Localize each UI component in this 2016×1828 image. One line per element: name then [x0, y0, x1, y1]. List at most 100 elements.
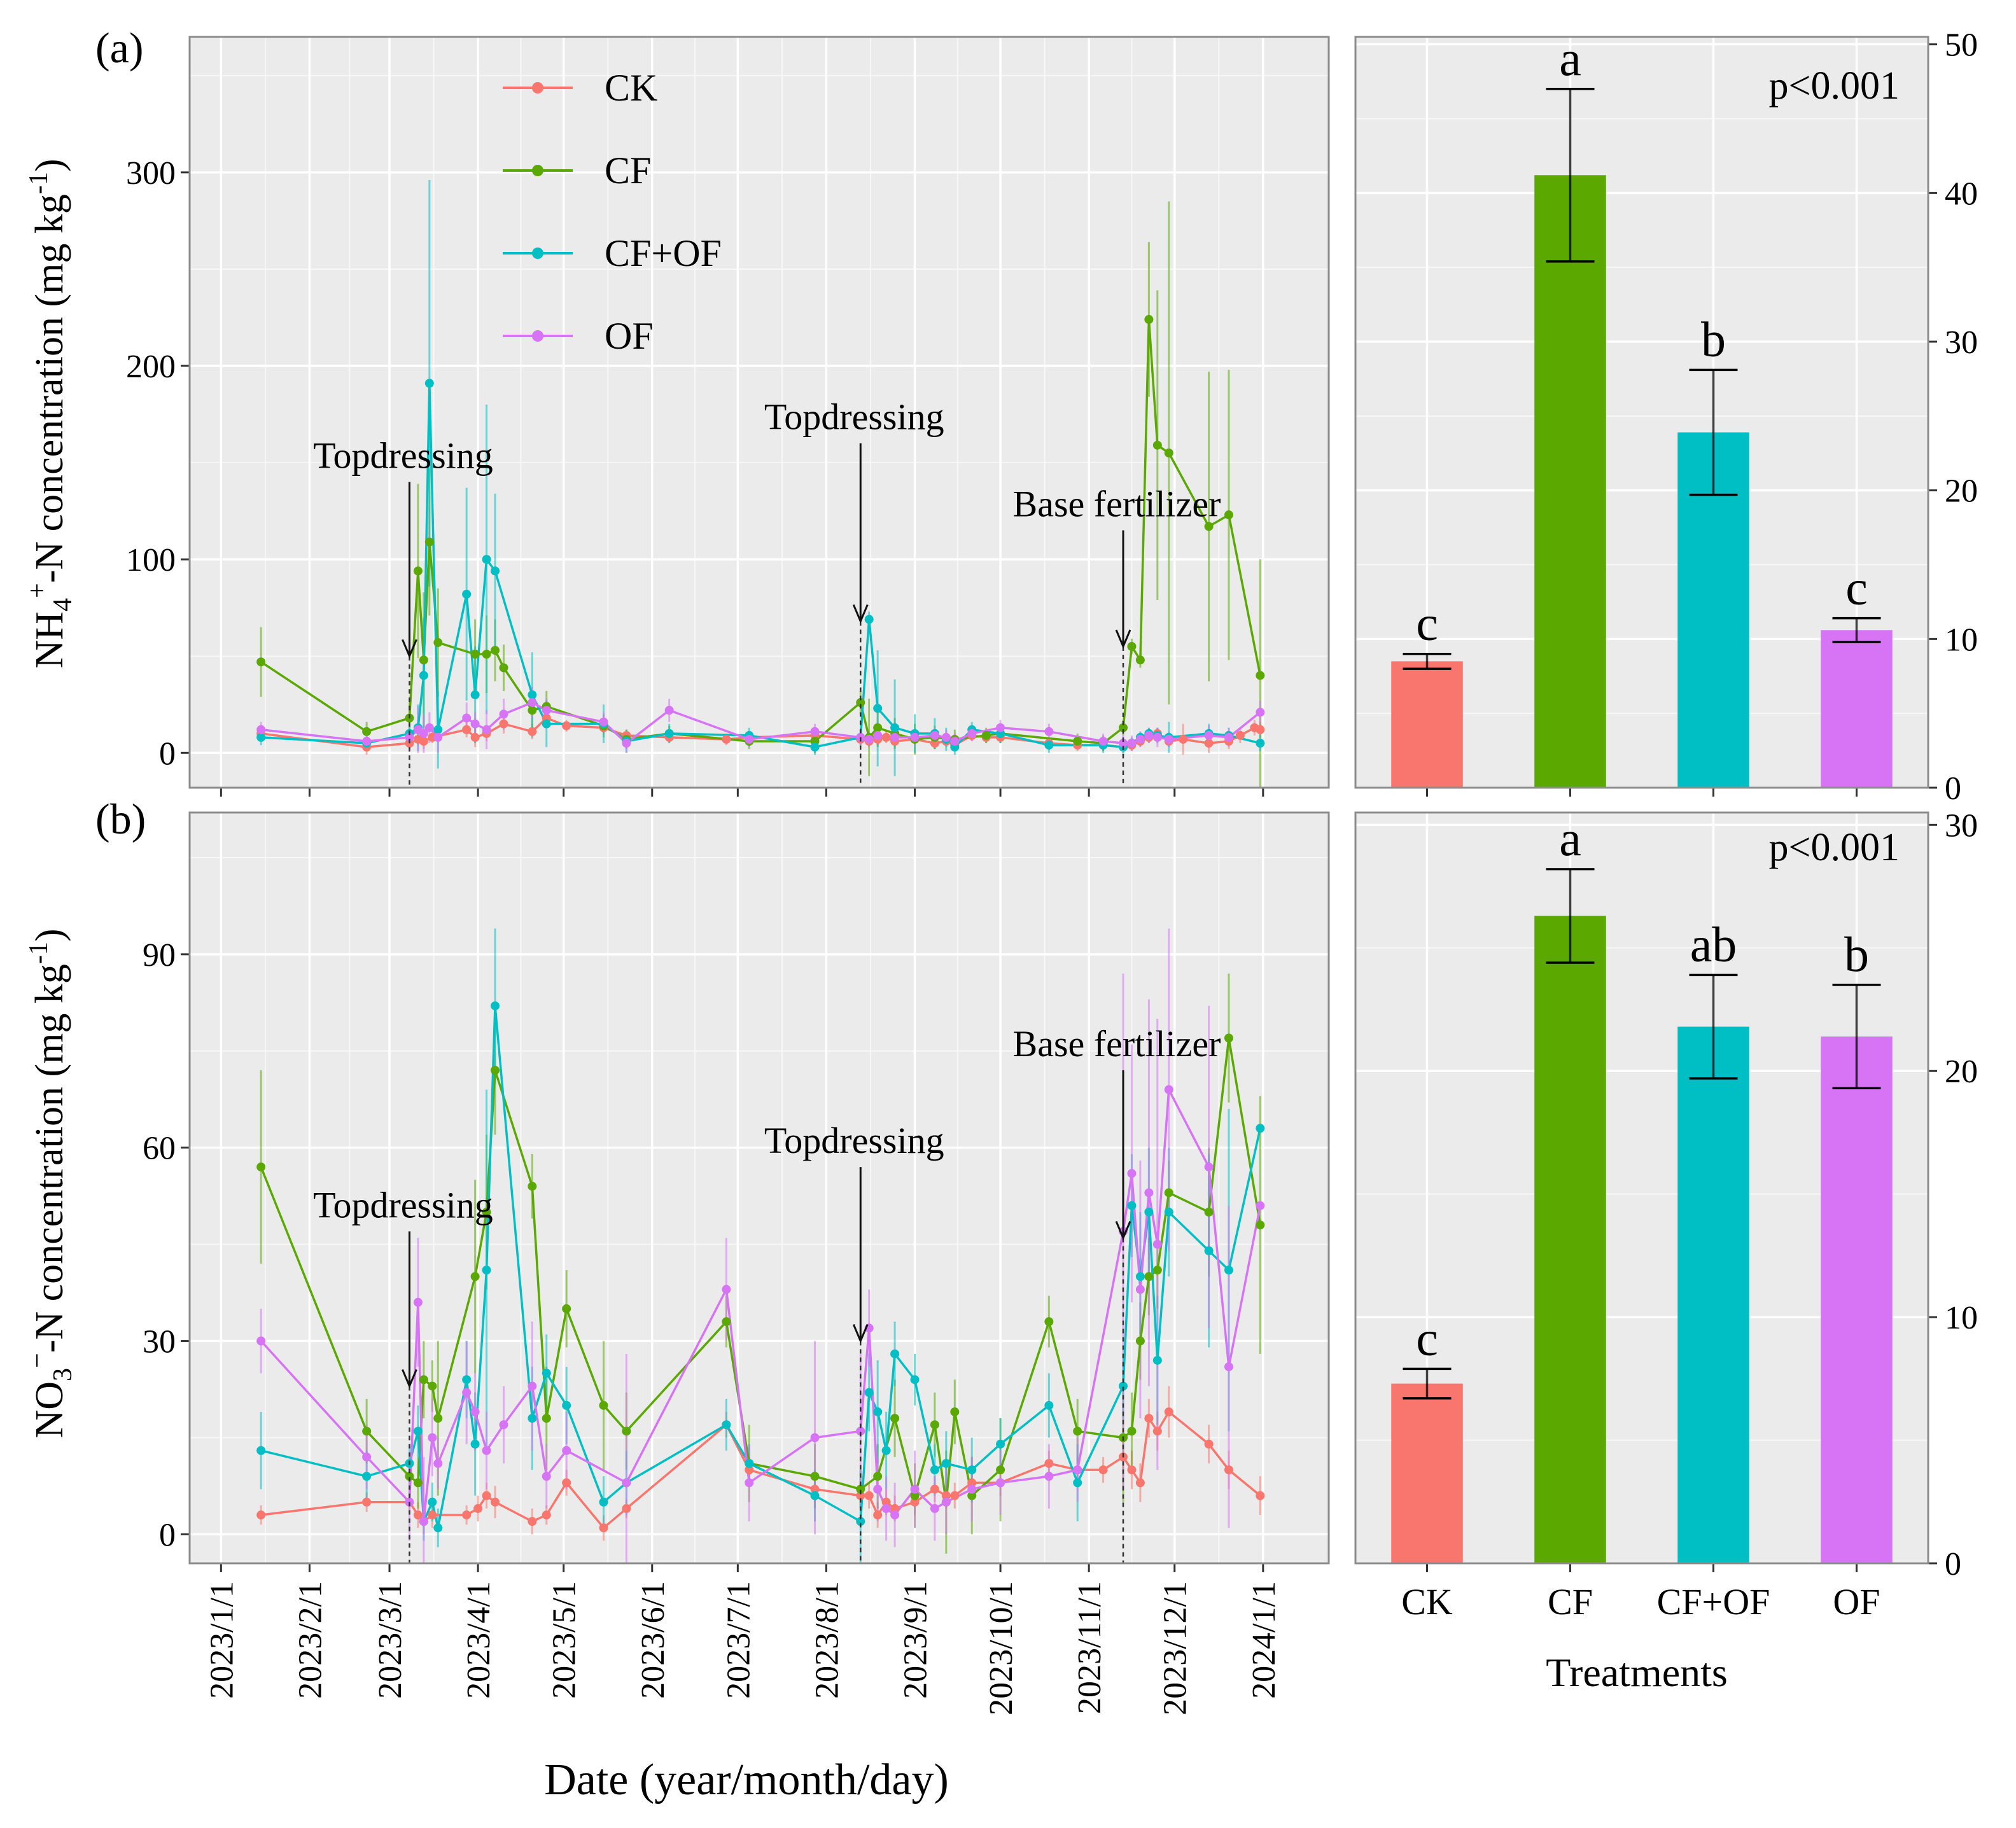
point-ck: [413, 1511, 423, 1520]
bar-ck: [1391, 661, 1463, 788]
point-cf-plus-of: [419, 671, 428, 680]
point-of: [1224, 1362, 1233, 1372]
point-cf: [413, 566, 423, 576]
point-cf-plus-of: [482, 1266, 491, 1275]
point-cf: [856, 1484, 865, 1494]
point-cf: [810, 1472, 820, 1481]
point-of: [256, 725, 266, 734]
point-cf: [405, 1472, 414, 1481]
point-cf: [1164, 448, 1173, 457]
point-cf: [890, 1414, 900, 1423]
point-cf: [542, 1414, 551, 1423]
point-cf: [562, 1304, 571, 1313]
point-of: [256, 1336, 266, 1346]
point-cf-plus-of: [1135, 1272, 1145, 1281]
point-of: [1073, 1465, 1082, 1475]
panel-a-bar-chart: 0 10 20 30 40 50 c a b c p<0.001: [1354, 27, 1978, 807]
point-cf-plus-of: [1256, 1124, 1265, 1133]
legend-label-cf-plus-of: CF+OF: [605, 232, 722, 274]
point-of: [1044, 727, 1054, 736]
point-of: [562, 1446, 571, 1455]
point-cf-plus-of: [1118, 1381, 1128, 1391]
point-cf: [528, 1182, 537, 1191]
point-cf-plus-of: [996, 1439, 1005, 1449]
point-cf: [528, 706, 537, 715]
point-of: [599, 717, 608, 727]
point-ck: [941, 1491, 951, 1500]
point-of: [433, 732, 443, 742]
panel-border: [188, 811, 1330, 1565]
panel-b-bar-chart: 0 10 20 30 c a ab b CK CF CF+OF OF p<0.001 Treatmen…: [1354, 807, 1978, 1695]
point-cf: [856, 698, 865, 708]
point-ck: [528, 727, 537, 736]
point-ck: [1235, 730, 1245, 740]
point-of: [528, 1381, 537, 1391]
panel-a-line-chart: 0 100 200 300 Topdressing Topdressing Base fer…: [23, 24, 1330, 797]
point-cf: [1224, 510, 1233, 520]
legend-label-ck: CK: [605, 67, 657, 109]
series-line-cf: [260, 1038, 1262, 1503]
panel-b-line-chart: 2023/1/1 2023/2/1 2023/3/1 2023/4/1 2023/5/1…: [23, 795, 1330, 1804]
y-tick-label: 60: [143, 1131, 176, 1167]
point-cf: [470, 650, 480, 659]
point-ck: [745, 1465, 754, 1475]
legend-label-of: OF: [605, 315, 654, 357]
point-ck: [810, 1484, 820, 1494]
point-cf-plus-of: [462, 1375, 472, 1385]
point-of: [1152, 732, 1162, 742]
annotation-label: Base fertilizer: [1013, 484, 1221, 525]
point-ck: [1256, 1491, 1265, 1500]
point-cf: [950, 1407, 960, 1416]
point-cf: [1256, 671, 1265, 680]
point-ck: [722, 734, 731, 744]
point-of: [950, 737, 960, 746]
point-of: [1204, 1162, 1214, 1172]
point-of: [930, 1504, 939, 1513]
y-tick-label: 0: [159, 736, 176, 772]
point-ck: [1256, 725, 1265, 734]
point-of: [482, 1446, 491, 1455]
point-cf-plus-of: [482, 555, 491, 564]
x-tick-label: 2023/5/1: [547, 1581, 583, 1699]
point-cf: [491, 646, 500, 655]
point-ck: [910, 1497, 920, 1507]
point-cf-plus-of: [1144, 1207, 1154, 1217]
point-ck: [1204, 739, 1214, 748]
point-cf-plus-of: [542, 719, 551, 729]
point-cf-plus-of: [1256, 739, 1265, 748]
y-tick-label: 30: [1945, 807, 1978, 844]
annotation-arrow-head: [1115, 629, 1131, 649]
x-tick-label: 2023/10/1: [983, 1581, 1019, 1715]
point-ck: [473, 1504, 483, 1513]
panel-b-p-value: p<0.001: [1769, 826, 1900, 869]
point-ck: [528, 1517, 537, 1526]
point-of: [967, 729, 977, 738]
point-cf: [996, 1465, 1005, 1475]
annotation-arrow-head: [852, 1323, 869, 1344]
point-cf: [256, 657, 266, 667]
point-ck: [881, 732, 891, 742]
point-ck: [428, 1511, 437, 1520]
point-of: [810, 1433, 820, 1442]
point-ck: [890, 1504, 900, 1513]
point-of: [622, 1478, 631, 1488]
x-tick-label: 2023/2/1: [292, 1581, 328, 1699]
category-label-cf-plus-of: CF+OF: [1657, 1581, 1770, 1622]
point-cf: [1144, 1272, 1154, 1281]
point-of: [1164, 734, 1173, 744]
y-tick-label: 40: [1945, 176, 1978, 212]
point-of: [1204, 730, 1214, 740]
point-cf-plus-of: [413, 1427, 423, 1436]
point-cf-plus-of: [470, 690, 480, 700]
point-cf: [424, 537, 434, 547]
point-ck: [856, 1491, 865, 1500]
y-tick-label: 90: [143, 937, 176, 973]
point-ck: [562, 721, 571, 730]
point-cf-plus-of: [362, 1472, 372, 1481]
point-cf-plus-of: [528, 690, 537, 700]
x-tick-label: 2023/1/1: [204, 1581, 240, 1699]
point-cf-plus-of: [1044, 1400, 1054, 1410]
point-of: [1164, 1085, 1173, 1094]
point-ck: [462, 1511, 472, 1520]
point-cf-plus-of: [873, 704, 883, 713]
